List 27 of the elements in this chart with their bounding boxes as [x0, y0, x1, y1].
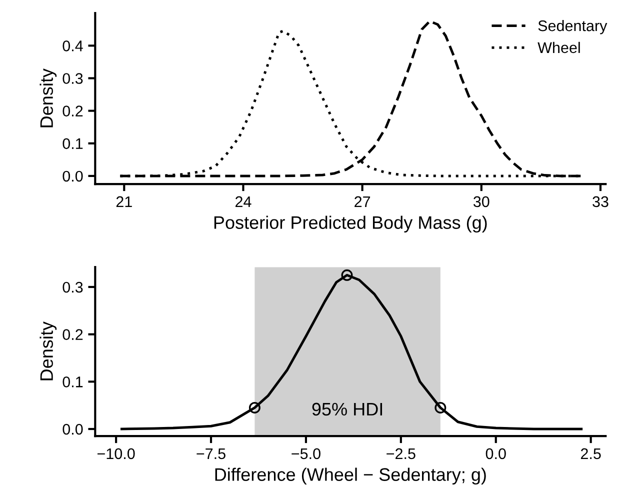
y-tick-label: 0.1: [62, 138, 83, 150]
legend-label: Sedentary: [538, 20, 608, 34]
x-tick-label: 24: [236, 196, 252, 207]
y-tick-label: 0.3: [62, 73, 83, 84]
y-tick-label: 0.2: [62, 329, 83, 340]
band-label: 95% HDI: [312, 402, 382, 416]
x-tick-label: 0.0: [486, 448, 506, 460]
x-tick-label: 30: [473, 196, 490, 208]
x-axis-title: Difference (Wheel − Sedentary; g): [215, 468, 486, 485]
y-axis-title: Density: [40, 68, 57, 128]
x-tick-label: −10.0: [97, 448, 135, 460]
x-tick-label: −2.5: [386, 448, 416, 460]
y-tick-label: 0.1: [62, 376, 83, 388]
x-tick-label: −7.5: [196, 448, 226, 460]
x-axis-title: Posterior Predicted Body Mass (g): [214, 216, 487, 233]
y-tick-label: 0.2: [62, 106, 83, 116]
x-tick-label: 27: [354, 196, 370, 207]
x-tick-label: 33: [592, 196, 608, 208]
x-tick-label: −5.0: [292, 448, 320, 460]
y-tick-label: 0.3: [62, 282, 83, 293]
y-tick-label: 0.0: [62, 424, 83, 435]
y-axis-title: Density: [40, 322, 57, 380]
y-tick-label: 0.4: [62, 40, 83, 52]
legend-label: Wheel: [538, 42, 580, 54]
x-tick-label: 2.5: [580, 448, 601, 460]
y-tick-label: 0.0: [62, 170, 83, 182]
x-tick-label: 21: [116, 196, 132, 207]
